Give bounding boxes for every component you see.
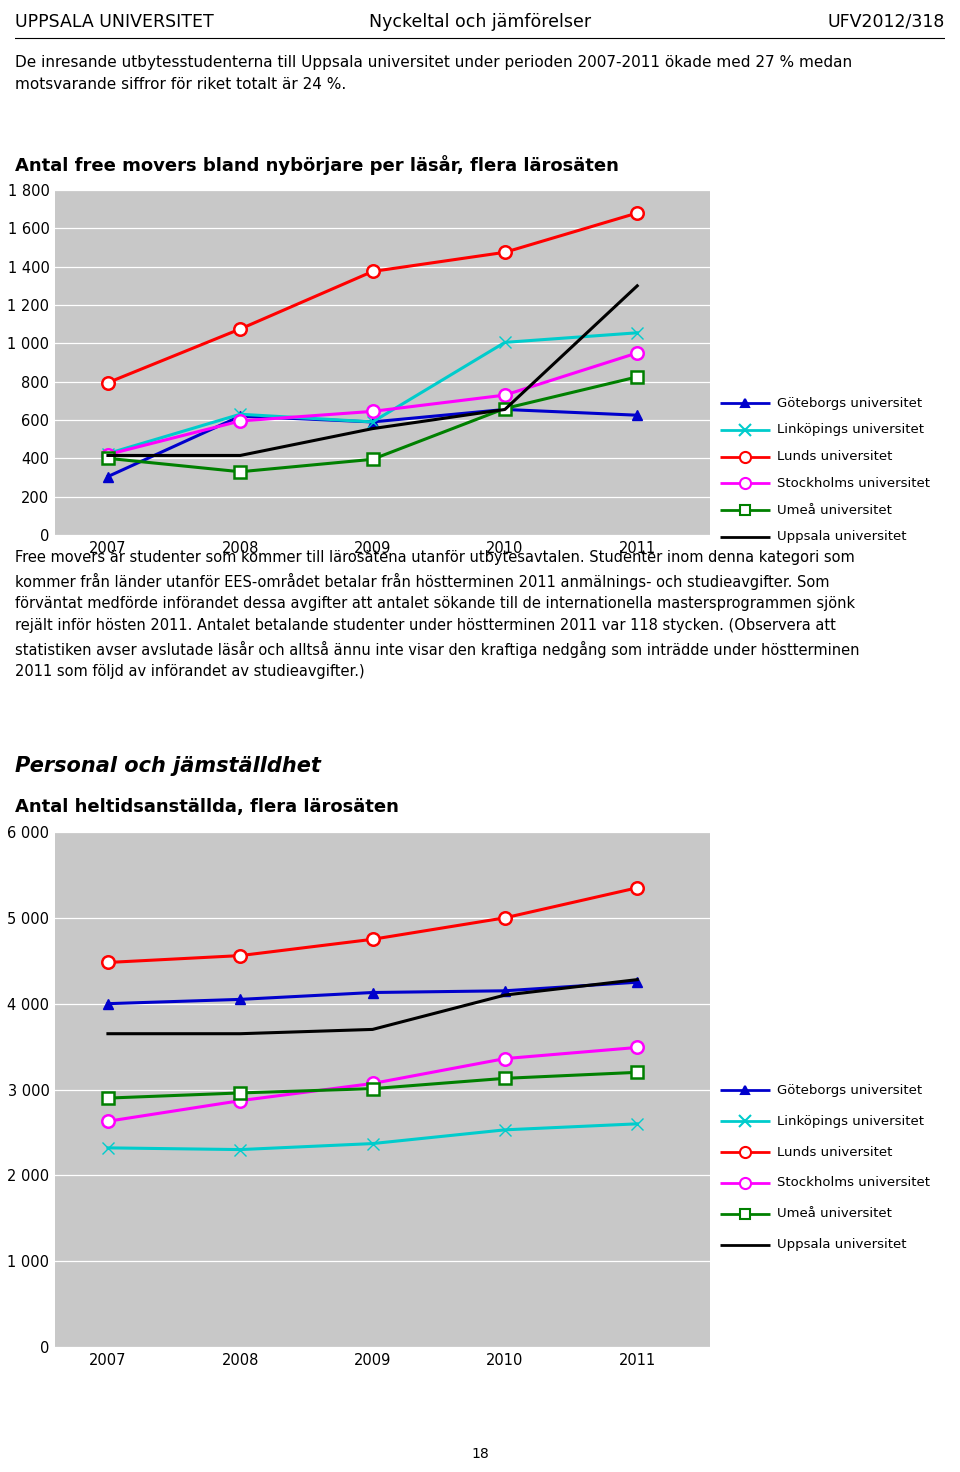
Text: Lunds universitet: Lunds universitet [777, 450, 892, 464]
Text: 18: 18 [471, 1447, 489, 1462]
Text: UPPSALA UNIVERSITET: UPPSALA UNIVERSITET [15, 13, 214, 31]
Text: Uppsala universitet: Uppsala universitet [777, 1238, 906, 1251]
Text: UFV2012/318: UFV2012/318 [828, 13, 945, 31]
Text: Antal free movers bland nybörjare per läsår, flera lärosäten: Antal free movers bland nybörjare per lä… [15, 155, 619, 175]
Text: Umeå universitet: Umeå universitet [777, 503, 892, 517]
Text: Stockholms universitet: Stockholms universitet [777, 1176, 929, 1189]
Text: Uppsala universitet: Uppsala universitet [777, 530, 906, 543]
Text: Umeå universitet: Umeå universitet [777, 1207, 892, 1220]
Text: Göteborgs universitet: Göteborgs universitet [777, 1083, 922, 1097]
Text: Free movers är studenter som kommer till lärosätena utanför utbytesavtalen. Stud: Free movers är studenter som kommer till… [15, 551, 859, 679]
Text: De inresande utbytesstudenterna till Uppsala universitet under perioden 2007-201: De inresande utbytesstudenterna till Upp… [15, 54, 852, 93]
Text: Göteborgs universitet: Göteborgs universitet [777, 397, 922, 409]
Text: Linköpings universitet: Linköpings universitet [777, 1114, 924, 1128]
Text: Nyckeltal och jämförelser: Nyckeltal och jämförelser [369, 13, 591, 31]
Text: Antal heltidsanställda, flera lärosäten: Antal heltidsanställda, flera lärosäten [15, 798, 398, 815]
Text: Stockholms universitet: Stockholms universitet [777, 477, 929, 490]
Text: Personal och jämställdhet: Personal och jämställdhet [15, 755, 321, 776]
Text: Linköpings universitet: Linköpings universitet [777, 424, 924, 437]
Text: Lunds universitet: Lunds universitet [777, 1145, 892, 1158]
